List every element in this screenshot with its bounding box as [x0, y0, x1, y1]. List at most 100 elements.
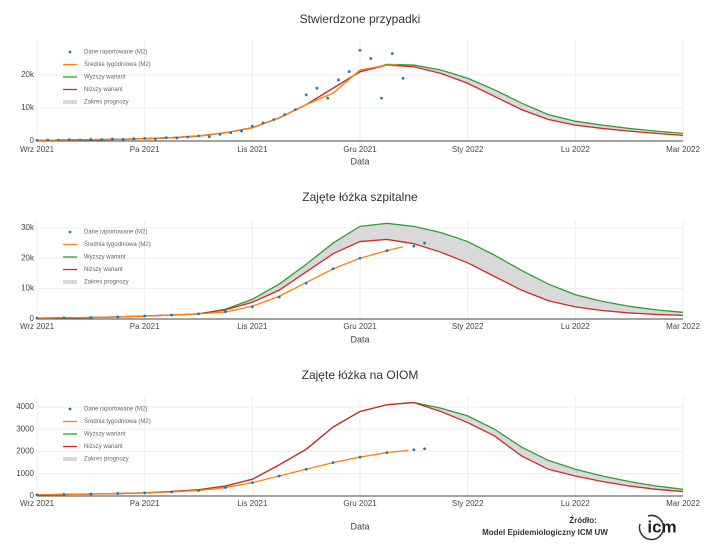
- legend-label: Zakres prognozy: [84, 457, 129, 463]
- data-point: [337, 78, 340, 82]
- y-tick-label: 20k: [21, 253, 35, 262]
- x-axis-title: Data: [350, 521, 369, 531]
- data-point: [283, 113, 287, 116]
- data-point: [385, 249, 389, 253]
- data-point: [143, 314, 147, 318]
- legend-label: Średnia tygodniowa (M2): [84, 240, 151, 248]
- data-point: [116, 492, 120, 495]
- data-point: [78, 138, 82, 142]
- data-point: [250, 481, 254, 485]
- data-point: [369, 57, 373, 60]
- legend-label: Dane raportowane (M2): [84, 50, 147, 56]
- x-tick-label: Pa 2021: [130, 322, 160, 331]
- data-point: [224, 310, 227, 314]
- y-tick-label: 30k: [21, 223, 35, 232]
- y-tick-label: 0: [30, 136, 35, 145]
- y-tick-label: 2000: [16, 447, 34, 456]
- data-point: [170, 313, 173, 317]
- forecast-band: [37, 223, 683, 319]
- data-point: [423, 447, 426, 451]
- legend-label: Średnia tygodniowa (M2): [84, 417, 151, 425]
- data-point: [240, 129, 243, 133]
- x-axis-title: Data: [350, 334, 369, 344]
- x-tick-label: Pa 2021: [130, 145, 160, 154]
- x-tick-label: Mar 2022: [666, 322, 700, 331]
- data-point: [250, 305, 254, 309]
- y-tick-label: 3000: [16, 424, 34, 433]
- data-point: [331, 461, 335, 465]
- legend-label: Średnia tygodniowa (M2): [84, 60, 151, 68]
- data-point: [331, 267, 335, 271]
- y-tick-label: 0: [30, 314, 35, 323]
- data-point: [385, 451, 389, 455]
- y-tick-label: 4000: [16, 402, 34, 411]
- series-line: [36, 63, 398, 141]
- x-tick-label: Lu 2022: [561, 322, 590, 331]
- x-tick-label: Sty 2022: [452, 499, 484, 508]
- x-tick-label: Lis 2021: [237, 499, 268, 508]
- x-tick-label: Lu 2022: [561, 499, 590, 508]
- x-tick-label: Wrz 2021: [20, 499, 55, 508]
- legend-marker: [68, 50, 72, 54]
- legend-marker: [68, 407, 72, 411]
- data-point: [46, 138, 50, 142]
- data-point: [358, 256, 362, 260]
- source-label: Źródło:: [569, 516, 597, 525]
- data-point: [224, 486, 227, 489]
- chart-title: Zajęte łóżka szpitalne: [302, 190, 418, 204]
- x-tick-label: Lis 2021: [237, 322, 268, 331]
- x-tick-label: Gru 2021: [343, 322, 377, 331]
- legend-label: Niższy wariant: [84, 267, 123, 273]
- y-tick-label: 20k: [21, 70, 35, 79]
- legend-swatch: [63, 280, 77, 284]
- x-tick-label: Wrz 2021: [20, 322, 55, 331]
- data-point: [423, 241, 426, 245]
- legend-marker: [68, 230, 72, 234]
- y-tick-label: 10k: [21, 284, 35, 293]
- data-point: [261, 121, 265, 125]
- data-point: [154, 137, 157, 141]
- data-point: [197, 489, 200, 492]
- data-point: [89, 492, 93, 496]
- data-point: [412, 244, 416, 248]
- legend-label: Dane raportowane (M2): [84, 407, 147, 413]
- legend-swatch: [63, 457, 77, 461]
- data-point: [35, 138, 39, 142]
- x-tick-label: Pa 2021: [130, 499, 160, 508]
- x-tick-label: Gru 2021: [343, 145, 377, 154]
- data-point: [347, 70, 351, 74]
- data-point: [132, 137, 136, 141]
- data-point: [401, 76, 405, 80]
- source-text: Model Epidemiologiczny ICM UW: [482, 528, 608, 537]
- data-point: [35, 316, 39, 320]
- data-point: [62, 316, 66, 320]
- x-tick-label: Gru 2021: [343, 499, 377, 508]
- x-tick-label: Sty 2022: [452, 322, 484, 331]
- logo-arc: [638, 514, 665, 541]
- data-point: [294, 108, 297, 112]
- data-point: [197, 312, 200, 316]
- data-point: [277, 474, 281, 478]
- data-point: [277, 295, 281, 299]
- data-point: [304, 93, 308, 97]
- data-point: [304, 467, 308, 471]
- legend-label: Wyższy wariant: [84, 432, 126, 438]
- chart-title: Zajęte łóżka na OIOM: [302, 368, 419, 382]
- data-point: [207, 135, 211, 139]
- data-point: [380, 96, 383, 100]
- data-point: [272, 118, 276, 121]
- legend-label: Dane raportowane (M2): [84, 230, 147, 236]
- data-point: [197, 134, 200, 138]
- data-point: [100, 138, 103, 142]
- legend-label: Niższy wariant: [84, 444, 123, 450]
- legend-label: Zakres prognozy: [84, 280, 129, 286]
- y-tick-label: 1000: [16, 469, 34, 478]
- x-tick-label: Lis 2021: [237, 145, 268, 154]
- legend-label: Niższy wariant: [84, 87, 123, 93]
- data-point: [304, 281, 308, 285]
- data-point: [57, 138, 60, 142]
- data-point: [390, 52, 394, 55]
- y-tick-label: 0: [30, 491, 35, 500]
- data-point: [110, 137, 114, 141]
